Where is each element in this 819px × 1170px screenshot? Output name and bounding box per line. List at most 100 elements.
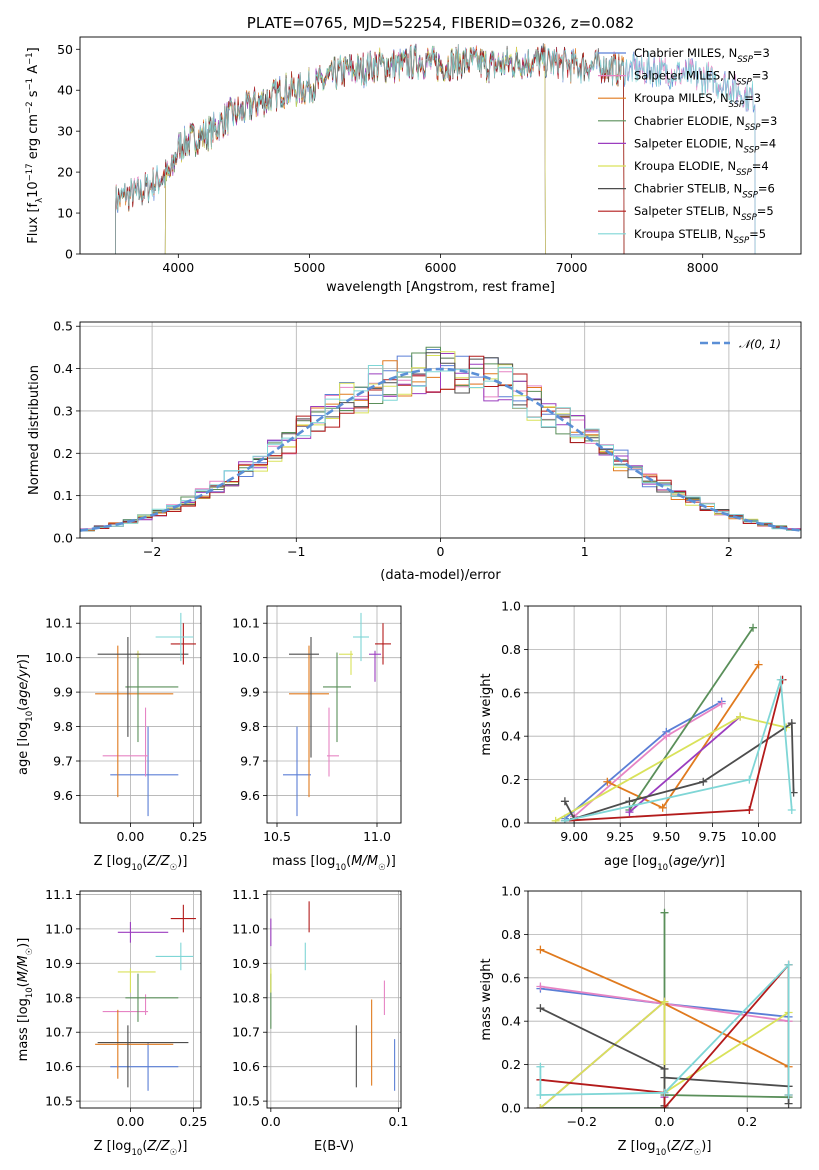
age-vs-mass-xtick-label: 10.5 [263,829,291,844]
series-point [551,816,560,823]
histogram-step [80,351,801,531]
series-point [745,805,754,814]
weight-vs-age-xtick-label: 9.25 [606,829,634,844]
x-axis-label: (data-model)/error [380,568,501,583]
legend-entry: Chabrier STELIB, NSSP=6 [634,182,775,201]
weight-vs-Z-ytick-label: 0.0 [501,1101,521,1116]
series-point [660,1073,669,1082]
series-point [625,797,634,806]
mass-vs-Z-panel: 0.00 0.25 10.5 10.6 10.7 10.8 10.9 11.0 11.1 Z [l… [16,887,207,1158]
age-vs-Z-frame [79,605,202,824]
histogram-step [80,355,801,531]
mass-vs-Z-frame [79,890,202,1109]
spectrum-xtick-label: 4000 [162,260,194,275]
mass-vs-EBV-plot-area [267,891,401,1108]
x-axis-label: Z [log10(Z/Z☉)] [618,1139,712,1158]
residuals-xtick-label: 0 [437,544,445,559]
series-line [564,721,795,820]
mass-vs-EBV-xtick-label: 0.0 [261,1114,281,1129]
mass-vs-EBV-ytick-label: 11.1 [232,887,260,902]
weight-vs-age-xtick-label: 9.50 [652,829,680,844]
series-point [625,808,634,817]
residuals-ytick-label: 0.0 [53,531,73,546]
weight-vs-age-frame [527,605,802,824]
legend-entry: Salpeter ELODIE, NSSP=4 [634,136,776,155]
age-vs-mass-ytick-label: 9.7 [240,754,260,769]
residuals-ytick-label: 0.2 [53,446,73,461]
series-point [699,777,708,786]
age-vs-mass-ytick-label: 9.6 [240,788,260,803]
weight-vs-age-xtick-label: 9.00 [560,829,588,844]
spectrum-frame [79,36,802,255]
age-vs-Z-ytick-label: 10.0 [45,650,73,665]
x-axis-label: Z [log10(Z/Z☉)] [94,854,188,873]
spectrum-plot-area [115,43,756,254]
mass-vs-Z-xtick-label: 0.25 [180,1114,208,1129]
mass-vs-EBV-panel: 0.0 0.1 10.5 10.6 10.7 10.8 10.9 11.0 11.1 E(B-V) [232,887,408,1154]
mass-vs-Z-ytick-label: 10.7 [45,1025,73,1040]
legend-entry: Kroupa STELIB, NSSP=5 [634,227,766,246]
series-point [660,908,669,917]
series-point [560,816,569,823]
age-vs-Z-panel: 0.00 0.25 9.6 9.7 9.8 9.9 10.0 10.1 Z [log10(Z/Z… [16,605,208,873]
series-point [784,1090,793,1099]
weight-vs-age-ytick-label: 1.0 [501,599,521,614]
mass-vs-Z-ytick-label: 11.1 [45,887,73,902]
age-vs-mass-ytick-label: 10.1 [232,616,260,631]
mass-vs-Z-plot-area [80,891,201,1108]
legend-entry: Salpeter MILES, NSSP=3 [634,69,769,88]
residuals-frame [79,321,802,539]
weight-vs-age-ytick-label: 0.0 [501,816,521,831]
mass-vs-Z-ytick-label: 10.6 [45,1059,73,1074]
age-vs-mass-xtick-label: 11.0 [363,829,391,844]
series-line [564,679,793,822]
mass-vs-Z-ytick-label: 10.9 [45,956,73,971]
spectrum-ytick-label: 50 [57,42,73,57]
spectrum-xtick-label: 7000 [556,260,588,275]
spectrum-xtick-label: 5000 [294,260,326,275]
series-point [660,1088,669,1097]
mass-vs-EBV-ytick-label: 10.9 [232,956,260,971]
series-point [784,1099,793,1108]
weight-vs-Z-frame [527,890,802,1109]
weight-vs-Z-panel: −0.2 0.0 0.2 0.0 0.2 0.4 0.6 0.8 1.0 mass weight Z… [479,884,802,1158]
spectrum-panel: 4000 5000 6000 7000 8000 0 10 20 30 40 50 PLATE=076… [25,14,802,295]
age-vs-Z-xtick-label: 0.25 [180,829,208,844]
legend: Chabrier MILES, NSSP=3 Salpeter MILES, NS… [598,46,777,246]
series-point [603,777,612,786]
series-point [536,945,545,954]
series-point [536,1090,545,1099]
legend-entry: Salpeter STELIB, NSSP=5 [634,204,774,223]
normal-curve [80,367,801,532]
legend-entry: 𝒩(0, 1) [739,337,781,351]
series-point [536,1104,545,1108]
spectrum-xtick-label: 8000 [687,260,719,275]
legend-entry: Kroupa ELODIE, NSSP=4 [634,159,769,178]
mass-vs-Z-ytick-label: 10.8 [45,990,73,1005]
x-axis-label: mass [log10(M/M☉)] [272,854,396,873]
age-vs-mass-ytick-label: 9.9 [240,685,260,700]
weight-vs-age-xtick-label: 9.75 [699,829,727,844]
spectrum-line [115,44,756,254]
spectrum-line [115,44,625,254]
weight-vs-age-ytick-label: 0.8 [501,642,521,657]
residuals-plot-area [80,322,801,538]
x-axis-label: E(B-V) [314,1139,354,1154]
age-vs-Z-plot-area [80,606,201,823]
residuals-xtick-label: 2 [725,544,733,559]
residuals-xtick-label: −2 [143,544,161,559]
weight-vs-age-ytick-label: 0.2 [501,772,521,787]
series-point [784,960,793,969]
y-axis-label: mass weight [479,958,494,1040]
series-point [658,803,667,812]
weight-vs-age-ytick-label: 0.4 [501,729,521,744]
y-axis-label: Flux [fλ10−17 erg cm−2 s−1 A−1] [25,47,45,243]
spectrum-ytick-label: 20 [57,165,73,180]
y-axis-label: age [log10(age/yr)] [16,654,35,775]
series-point [536,982,545,991]
age-vs-Z-ytick-label: 9.6 [53,788,73,803]
x-axis-label: Z [log10(Z/Z☉)] [94,1139,188,1158]
weight-vs-Z-xtick-label: 0.2 [737,1114,757,1129]
age-vs-mass-ytick-label: 10.0 [232,650,260,665]
